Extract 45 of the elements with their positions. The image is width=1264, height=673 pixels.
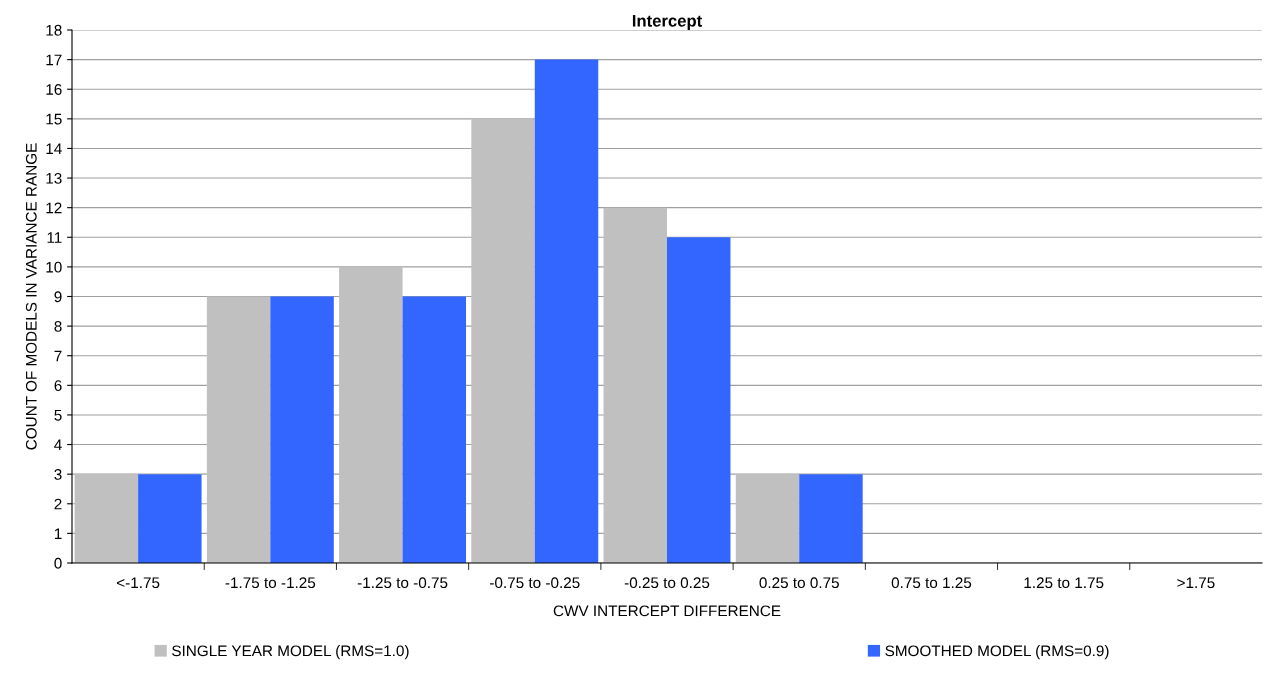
y-tick-label: 10 (46, 261, 62, 273)
x-tick-label: -0.25 to 0.25 (624, 577, 710, 589)
x-tick-label: 1.25 to 1.75 (1024, 577, 1104, 589)
y-tick-label: 2 (54, 498, 62, 510)
y-tick-label: 8 (54, 320, 62, 332)
y-tick-label: 17 (46, 54, 62, 66)
y-tick-label: 4 (54, 439, 62, 451)
bar (799, 474, 863, 563)
bar (339, 266, 403, 563)
y-tick-label: 14 (46, 143, 62, 154)
y-tick-label: 16 (46, 84, 62, 95)
legend-label: SINGLE YEAR MODEL (RMS=1.0) (172, 645, 409, 660)
y-tick-label: 6 (54, 380, 62, 392)
y-tick-label: 12 (46, 202, 62, 214)
bar (74, 474, 139, 563)
y-tick-label: 5 (54, 409, 62, 421)
bar (270, 296, 334, 563)
bar (735, 474, 800, 563)
x-tick-label: 0.75 to 1.25 (891, 577, 972, 589)
bar (206, 296, 271, 563)
x-tick-label: 0.25 to 0.75 (759, 577, 839, 589)
y-tick-label: 11 (47, 232, 62, 243)
bar (667, 237, 731, 563)
legend-label: SMOOTHED MODEL (RMS=0.9) (885, 645, 1109, 660)
y-tick-label: 13 (46, 172, 62, 184)
bar (138, 474, 202, 563)
x-tick-label: -1.25 to -0.75 (357, 577, 448, 589)
x-tick-label: >1.75 (1177, 577, 1215, 589)
y-axis-title: COUNT OF MODELS IN VARIANCE RANGE (25, 143, 37, 450)
x-axis-title: CWV INTERCEPT DIFFERENCE (553, 605, 781, 617)
bar (402, 296, 467, 563)
x-tick-label: <-1.75 (116, 577, 160, 589)
x-tick-label: -1.75 to -1.25 (225, 577, 316, 589)
bar (471, 118, 535, 563)
y-tick-label: 1 (54, 528, 62, 539)
y-tick-label: 18 (46, 24, 62, 36)
bar (603, 207, 667, 563)
y-tick-label: 0 (54, 557, 62, 569)
x-tick-label: -0.75 to -0.25 (490, 577, 580, 589)
y-tick-label: 3 (54, 469, 62, 480)
chart-title: Intercept (632, 15, 702, 30)
y-tick-label: 9 (54, 291, 62, 303)
y-tick-label: 15 (46, 113, 62, 125)
y-tick-label: 7 (54, 350, 62, 362)
bar (534, 59, 599, 563)
